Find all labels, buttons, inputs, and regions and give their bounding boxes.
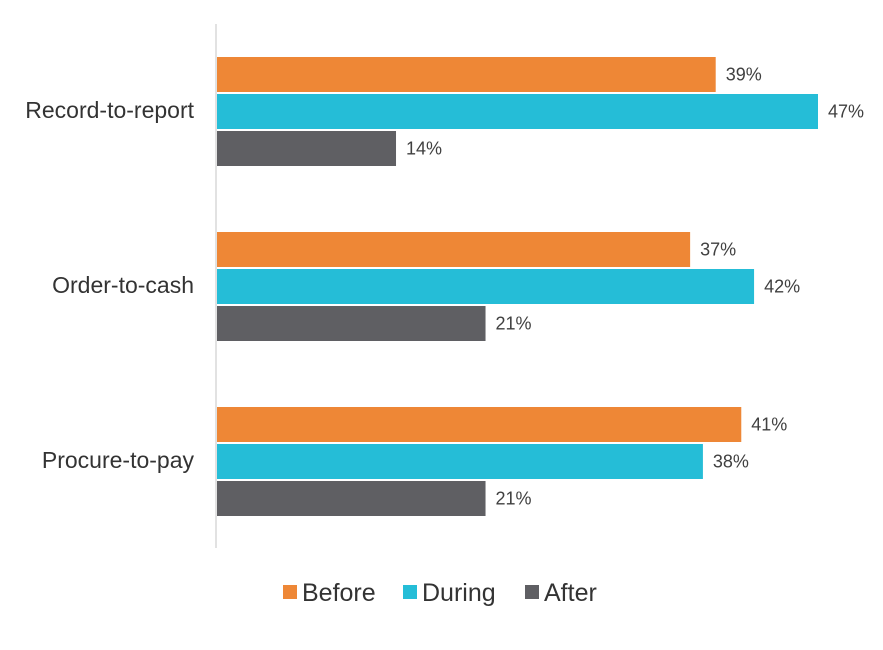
bar-before-procure-to-pay bbox=[217, 407, 742, 442]
legend-swatch-during bbox=[403, 585, 417, 599]
legend-swatch-after bbox=[525, 585, 539, 599]
category-label-procure-to-pay: Procure-to-pay bbox=[42, 447, 195, 473]
legend-label-before: Before bbox=[302, 579, 376, 607]
value-label-after-order-to-cash: 21% bbox=[496, 314, 532, 334]
category-label-record-to-report: Record-to-report bbox=[25, 97, 194, 123]
bar-after-record-to-report bbox=[217, 131, 397, 166]
value-label-before-record-to-report: 39% bbox=[726, 65, 762, 85]
legend: Before During After bbox=[283, 579, 597, 607]
legend-swatch-before bbox=[283, 585, 297, 599]
value-label-after-record-to-report: 14% bbox=[406, 139, 442, 159]
bar-before-order-to-cash bbox=[217, 232, 691, 267]
legend-label-after: After bbox=[544, 579, 597, 607]
value-label-during-procure-to-pay: 38% bbox=[713, 452, 749, 472]
bar-before-record-to-report bbox=[217, 57, 716, 92]
bar-during-procure-to-pay bbox=[217, 444, 703, 479]
bars-group bbox=[217, 57, 818, 516]
value-label-after-procure-to-pay: 21% bbox=[496, 489, 532, 509]
value-label-during-record-to-report: 47% bbox=[828, 102, 864, 122]
bar-during-record-to-report bbox=[217, 94, 818, 129]
value-label-before-procure-to-pay: 41% bbox=[751, 415, 787, 435]
bar-after-procure-to-pay bbox=[217, 481, 486, 516]
value-label-during-order-to-cash: 42% bbox=[764, 277, 800, 297]
category-label-order-to-cash: Order-to-cash bbox=[52, 272, 194, 298]
legend-label-during: During bbox=[422, 579, 496, 607]
category-labels: Record-to-report Order-to-cash Procure-to-… bbox=[25, 97, 194, 473]
value-label-before-order-to-cash: 37% bbox=[700, 240, 736, 260]
bar-during-order-to-cash bbox=[217, 269, 755, 304]
bar-after-order-to-cash bbox=[217, 306, 486, 341]
value-labels: 39% 47% 14% 37% 42% 21% 41%38% 21% bbox=[406, 65, 864, 509]
